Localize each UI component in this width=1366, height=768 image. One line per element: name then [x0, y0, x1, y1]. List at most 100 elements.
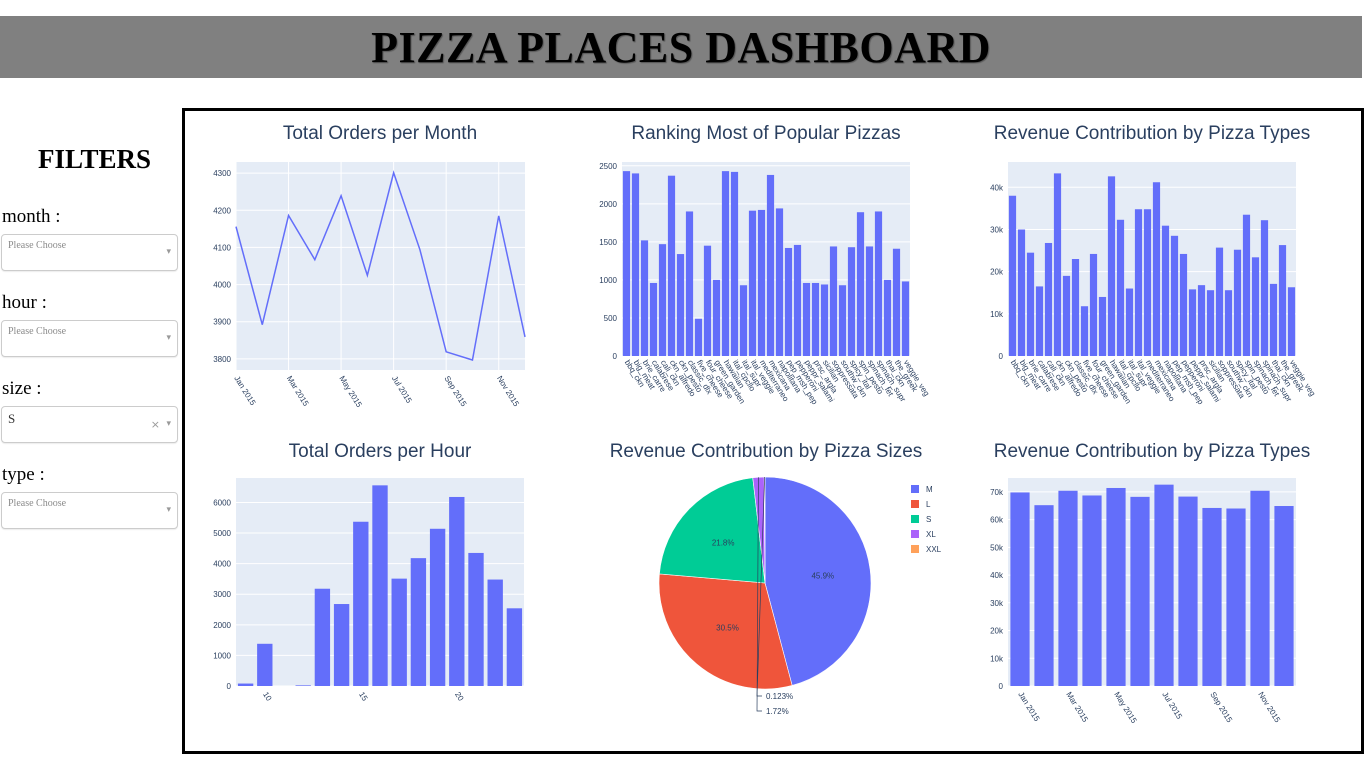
- slice-label: 45.9%: [811, 571, 834, 580]
- bar: [1134, 209, 1143, 356]
- chevron-down-icon[interactable]: ▾: [166, 505, 171, 515]
- type-select-placeholder: Please Choose: [8, 498, 67, 509]
- bar: [391, 578, 407, 686]
- bar: [1116, 219, 1125, 356]
- bar: [1125, 288, 1134, 356]
- x-tick-label: Jul 2015: [1160, 690, 1184, 721]
- series-line: [235, 170, 526, 361]
- bar: [487, 579, 503, 686]
- bar: [703, 245, 712, 356]
- slice-label: 21.8%: [712, 538, 735, 547]
- y-tick-label: 10k: [990, 654, 1004, 663]
- bar: [1143, 209, 1152, 356]
- bar: [1260, 220, 1269, 356]
- y-tick-label: 3800: [213, 355, 231, 364]
- chart-title: Ranking Most of Popular Pizzas: [631, 123, 900, 144]
- y-tick-label: 30k: [990, 225, 1004, 234]
- bar: [237, 683, 254, 686]
- clear-icon[interactable]: ×: [150, 418, 160, 431]
- bar: [811, 282, 820, 356]
- dashboard-banner: PIZZA PLACES DASHBOARD: [0, 16, 1362, 78]
- size-select[interactable]: S × ▾: [1, 406, 178, 443]
- pie-slice: [658, 573, 793, 690]
- y-tick-label: 30k: [990, 599, 1004, 608]
- bar: [1008, 195, 1017, 356]
- legend-swatch: [911, 545, 919, 553]
- y-tick-label: 6000: [213, 498, 231, 507]
- bar: [1089, 253, 1098, 356]
- y-tick-label: 0: [999, 352, 1004, 361]
- size-filter-label: size :: [2, 378, 42, 399]
- legend-label: XL: [926, 530, 936, 539]
- page-title: PIZZA PLACES DASHBOARD: [371, 22, 991, 72]
- legend-label: L: [926, 500, 931, 509]
- bar: [1106, 487, 1126, 686]
- bar: [1035, 286, 1044, 356]
- bar: [1044, 242, 1053, 356]
- bar: [640, 240, 649, 356]
- x-tick-label: 10: [261, 690, 274, 703]
- orders-per-month-chart: Total Orders per Month 3800 3900 4000 4100 42…: [213, 123, 526, 409]
- bar: [820, 284, 829, 356]
- bar: [676, 254, 685, 356]
- chevron-down-icon[interactable]: ▾: [166, 247, 171, 257]
- revenue-by-type-chart: Revenue Contribution by Pizza Types 0 10k 2…: [990, 123, 1317, 407]
- bar: [802, 282, 811, 356]
- revenue-by-month-chart: Revenue Contribution by Pizza Types 0 10k 2…: [990, 441, 1310, 725]
- bar: [1226, 508, 1246, 686]
- y-tick-label: 20k: [990, 627, 1004, 636]
- legend-label: M: [926, 485, 933, 494]
- type-select[interactable]: Please Choose ▾: [1, 492, 178, 529]
- month-select[interactable]: Please Choose ▾: [1, 234, 178, 271]
- bar: [1224, 290, 1233, 356]
- y-tick-label: 20k: [990, 268, 1004, 277]
- bar: [410, 558, 427, 686]
- month-filter-label: month :: [2, 206, 61, 227]
- bar: [901, 281, 910, 356]
- pie-slice: [659, 477, 766, 584]
- filters-heading: FILTERS: [38, 144, 152, 174]
- y-tick-label: 500: [604, 314, 618, 323]
- bar: [1202, 507, 1222, 686]
- bar: [506, 608, 523, 686]
- bar: [1269, 283, 1278, 356]
- size-select-value: S: [8, 411, 16, 426]
- chart-title: Total Orders per Hour: [289, 441, 472, 462]
- bar: [865, 246, 874, 356]
- bar: [1215, 247, 1224, 356]
- y-tick-label: 1500: [599, 238, 617, 247]
- bar: [748, 210, 757, 356]
- x-tick-label: May 2015: [1112, 690, 1139, 725]
- bar: [757, 209, 766, 356]
- bar: [766, 174, 775, 356]
- bar: [1242, 214, 1251, 356]
- y-tick-label: 10k: [990, 310, 1004, 319]
- chevron-down-icon[interactable]: ▾: [166, 333, 171, 343]
- x-tick-label: Nov 2015: [1256, 690, 1282, 724]
- bar: [1287, 287, 1296, 356]
- bar: [429, 528, 446, 686]
- chart-title: Revenue Contribution by Pizza Sizes: [610, 441, 923, 462]
- x-tick-label: 15: [357, 690, 370, 703]
- bar: [1251, 257, 1260, 356]
- legend-swatch: [911, 485, 919, 493]
- y-tick-label: 3900: [213, 318, 231, 327]
- bar: [685, 211, 694, 356]
- bar: [775, 208, 784, 356]
- bar: [712, 279, 721, 356]
- bar: [721, 171, 730, 356]
- y-tick-label: 2000: [599, 200, 617, 209]
- bar: [1250, 490, 1270, 686]
- bar: [784, 247, 793, 356]
- y-tick-label: 60k: [990, 516, 1004, 525]
- chevron-down-icon[interactable]: ▾: [166, 419, 171, 429]
- bar: [449, 496, 465, 686]
- bar: [1197, 285, 1206, 356]
- bar: [1053, 173, 1062, 356]
- bar: [1278, 245, 1287, 356]
- x-tick-label: 20: [453, 690, 466, 703]
- bar: [1233, 249, 1242, 356]
- bar: [829, 246, 838, 356]
- x-tick-label: Jan 2015: [1016, 690, 1041, 723]
- hour-select[interactable]: Please Choose ▾: [1, 320, 178, 357]
